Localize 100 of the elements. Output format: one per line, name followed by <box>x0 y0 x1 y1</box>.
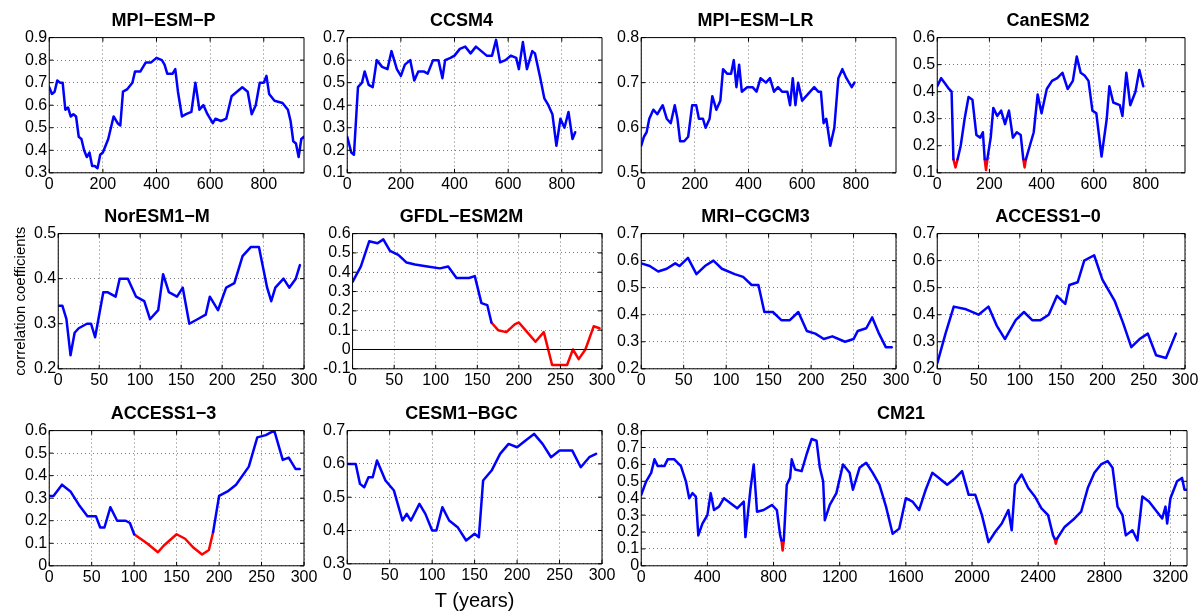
y-tick-label: 0.5 <box>24 443 48 461</box>
x-tick-label: 50 <box>385 370 404 388</box>
y-tick-label: 0.6 <box>24 95 48 113</box>
x-tick-label: 1600 <box>888 567 924 585</box>
x-tick-label: 800 <box>1132 174 1160 192</box>
x-tick-label: 200 <box>208 370 236 388</box>
y-tick-label: 0.3 <box>912 332 936 350</box>
y-tick-label: 0.3 <box>328 281 351 299</box>
y-tick-label: 0.3 <box>616 332 640 350</box>
y-tick-label: 0.6 <box>328 224 351 242</box>
y-tick-label: 0.5 <box>33 224 57 242</box>
x-tick-label: 800 <box>842 174 870 192</box>
x-tick-label: 2800 <box>1086 567 1123 585</box>
x-tick-label: 150 <box>461 565 489 583</box>
x-tick-label: 2400 <box>1020 567 1057 585</box>
x-tick-label: 250 <box>547 370 574 388</box>
x-tick-label: 300 <box>290 370 318 388</box>
y-tick-label: 0.9 <box>24 28 48 46</box>
x-tick-label: 150 <box>755 370 783 388</box>
x-tick-label: 250 <box>1130 370 1158 388</box>
x-tick-label: 300 <box>290 567 318 585</box>
x-tick-label: 800 <box>548 174 576 192</box>
y-tick-label: 0.2 <box>24 511 48 529</box>
y-tick-label: 0.6 <box>616 454 640 472</box>
x-tick-label: 150 <box>163 567 191 585</box>
chart-title: ACCESS1−0 <box>995 205 1101 226</box>
y-tick-label: 0.4 <box>24 140 48 158</box>
x-tick-label: 50 <box>674 370 693 388</box>
y-tick-label: 0.5 <box>616 278 640 296</box>
chart-title: CCSM4 <box>429 9 494 30</box>
y-tick-label: 0.4 <box>328 262 351 280</box>
y-tick-label: 0.1 <box>24 533 48 551</box>
x-tick-label: 50 <box>969 370 988 388</box>
x-tick-label: 600 <box>494 174 522 192</box>
x-tick-label: 400 <box>735 174 762 192</box>
x-tick-label: 200 <box>1089 370 1116 388</box>
y-tick-label: 0.4 <box>24 466 48 484</box>
y-tick-label: 0.8 <box>616 28 640 46</box>
y-axis-title: correlation coefficients <box>11 226 29 376</box>
x-tick-label: 2000 <box>954 567 990 585</box>
y-tick-label: 0.6 <box>616 251 640 269</box>
x-tick-label: 250 <box>248 567 275 585</box>
x-tick-label: 800 <box>760 567 787 585</box>
x-tick-label: 100 <box>422 370 450 388</box>
chart-title: CM21 <box>876 402 926 423</box>
y-tick-label: 0.8 <box>616 421 640 439</box>
y-tick-label: 0.4 <box>322 95 346 113</box>
y-tick-label: 0.4 <box>616 488 640 506</box>
y-tick-label: 0.5 <box>24 118 48 136</box>
x-tick-label: 200 <box>681 174 709 192</box>
x-tick-label: 200 <box>976 174 1003 192</box>
x-tick-label: 250 <box>546 565 573 583</box>
chart-title: MRI−CGCM3 <box>701 205 810 226</box>
x-tick-label: 100 <box>1006 370 1034 388</box>
y-tick-label: 0.5 <box>322 73 346 91</box>
x-tick-label: 150 <box>463 370 491 388</box>
x-tick-label: 200 <box>797 370 825 388</box>
x-tick-label: 1200 <box>821 567 858 585</box>
y-tick-label: 0.8 <box>24 50 48 68</box>
x-tick-label: 800 <box>250 174 278 192</box>
x-tick-label: 150 <box>1047 370 1075 388</box>
y-tick-label: 0.4 <box>912 82 936 100</box>
y-tick-label: 0.4 <box>33 269 57 287</box>
x-tick-label: 50 <box>82 567 101 585</box>
x-tick-label: 250 <box>249 370 277 388</box>
y-tick-label: 0.3 <box>322 118 346 136</box>
x-tick-label: 50 <box>380 565 399 583</box>
x-tick-label: 200 <box>503 565 531 583</box>
x-tick-label: 400 <box>694 567 721 585</box>
chart-title: GFDL−ESM2M <box>399 205 524 226</box>
y-tick-label: 0.5 <box>912 55 936 73</box>
x-tick-label: 250 <box>840 370 867 388</box>
y-tick-label: 0.4 <box>322 520 346 538</box>
x-tick-label: 600 <box>788 174 816 192</box>
y-tick-label: 0.7 <box>912 224 936 242</box>
x-tick-label: 400 <box>1028 174 1056 192</box>
y-tick-label: 0.5 <box>616 471 640 489</box>
y-tick-label: 0.5 <box>322 487 346 505</box>
y-tick-label: 0.6 <box>24 421 48 439</box>
x-tick-label: 600 <box>1080 174 1108 192</box>
x-tick-label: 300 <box>588 370 616 388</box>
y-tick-label: 0.4 <box>616 305 640 323</box>
y-tick-label: 0.5 <box>328 243 351 261</box>
x-tick-label: 200 <box>387 174 415 192</box>
y-tick-label: 0.6 <box>322 454 346 472</box>
y-tick-label: 0.2 <box>322 140 346 158</box>
y-tick-label: 0.5 <box>912 278 936 296</box>
y-tick-label: 0.3 <box>33 314 57 332</box>
x-tick-label: 300 <box>882 370 910 388</box>
chart-title: NorESM1−M <box>104 205 210 226</box>
y-tick-label: 0.1 <box>616 539 640 557</box>
x-tick-label: 400 <box>441 174 468 192</box>
y-tick-label: 0.7 <box>616 73 640 91</box>
y-tick-label: 0.6 <box>912 251 936 269</box>
x-tick-label: 100 <box>120 567 148 585</box>
x-tick-label: 100 <box>418 565 446 583</box>
y-tick-label: 0 <box>341 339 351 357</box>
chart-title: MPI−ESM−LR <box>697 9 814 30</box>
y-tick-label: 0.4 <box>912 305 936 323</box>
y-tick-label: 0.6 <box>322 50 346 68</box>
